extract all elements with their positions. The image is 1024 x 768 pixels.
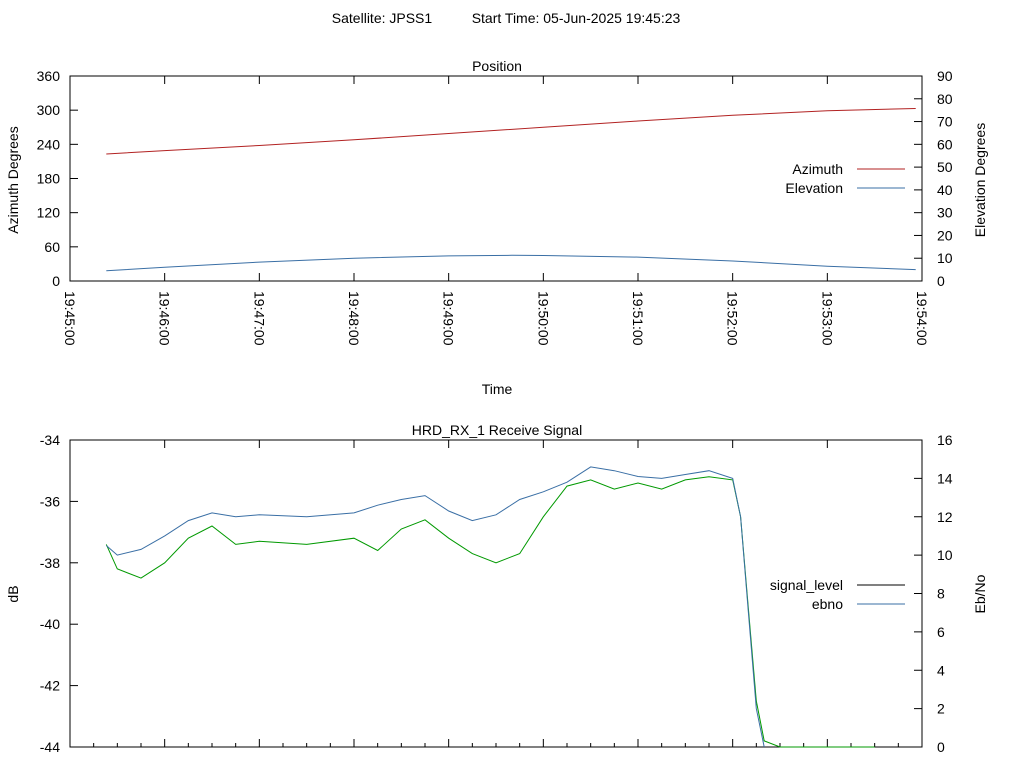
series-line-signal-level (105, 476, 875, 748)
y2-tick-label: 90 (937, 68, 953, 84)
series-line-ebno (105, 466, 765, 748)
y-tick-label: -34 (40, 432, 60, 448)
header: Satellite: JPSS1 Start Time: 05-Jun-2025… (332, 10, 681, 26)
legend-label-signal-level: signal_level (770, 577, 843, 593)
x-tick-label: 19:48:00 (346, 291, 362, 346)
signal-series (105, 466, 875, 748)
x-tick-label: 19:51:00 (630, 291, 646, 346)
y2-tick-label: 4 (937, 662, 945, 678)
signal-chart-title: HRD_RX_1 Receive Signal (412, 422, 582, 438)
y-tick-label: -44 (40, 739, 60, 755)
y2-tick-label: 8 (937, 586, 945, 602)
signal-legend: signal_level ebno (770, 577, 905, 612)
legend-label-azimuth: Azimuth (792, 161, 843, 177)
db-axis-label: dB (5, 585, 21, 602)
position-series (106, 108, 916, 272)
position-chart-title: Position (472, 58, 522, 74)
y2-tick-label: 70 (937, 114, 953, 130)
signal-time-ticks (69, 440, 923, 747)
x-tick-label: 19:53:00 (819, 291, 835, 346)
x-tick-label: 19:45:00 (62, 291, 78, 346)
y2-tick-label: 30 (937, 205, 953, 221)
y-tick-label: 120 (37, 205, 61, 221)
elevation-ticks: 0 10 20 30 40 50 60 70 80 90 (914, 68, 953, 289)
y2-tick-label: 10 (937, 250, 953, 266)
y-tick-label: 300 (37, 102, 61, 118)
azimuth-ticks: 0 60 120 180 240 300 360 (37, 68, 78, 289)
y2-tick-label: 10 (937, 547, 953, 563)
y2-tick-label: 20 (937, 227, 953, 243)
y2-tick-label: 6 (937, 624, 945, 640)
azimuth-axis-label: Azimuth Degrees (5, 126, 21, 233)
y2-tick-label: 50 (937, 159, 953, 175)
start-time-label: Start Time: 05-Jun-2025 19:45:23 (472, 10, 681, 26)
x-tick-label: 19:54:00 (914, 291, 930, 346)
y2-tick-label: 12 (937, 509, 953, 525)
y-tick-label: -42 (40, 678, 60, 694)
time-axis-label: Time (482, 381, 513, 397)
y2-tick-label: 2 (937, 701, 945, 717)
legend-label-elevation: Elevation (785, 180, 843, 196)
y-tick-label: 0 (52, 273, 60, 289)
ebno-ticks: 0 2 4 6 8 10 12 14 16 (914, 432, 953, 755)
position-chart: Position Azimuth Degrees Elevation Degre… (5, 58, 988, 397)
position-legend: Azimuth Elevation (785, 161, 905, 196)
signal-chart: HRD_RX_1 Receive Signal dB Eb/No -34-36-… (5, 422, 988, 755)
elevation-axis-label: Elevation Degrees (972, 123, 988, 237)
y2-tick-label: 14 (937, 470, 953, 486)
y-tick-label: -36 (40, 493, 60, 509)
y-tick-label: 60 (44, 239, 60, 255)
x-tick-label: 19:46:00 (157, 291, 173, 346)
y2-tick-label: 60 (937, 136, 953, 152)
legend-label-ebno: ebno (812, 596, 843, 612)
series-line-elevation (106, 254, 916, 272)
satellite-label: Satellite: JPSS1 (332, 10, 433, 26)
y-tick-label: 240 (37, 136, 61, 152)
ebno-axis-label: Eb/No (972, 574, 988, 613)
series-line-azimuth (106, 108, 916, 155)
y-tick-label: 360 (37, 68, 61, 84)
y2-tick-label: 16 (937, 432, 953, 448)
x-tick-label: 19:47:00 (251, 291, 267, 346)
position-plot-frame (69, 75, 923, 282)
x-tick-label: 19:50:00 (535, 291, 551, 346)
y2-tick-label: 40 (937, 182, 953, 198)
y2-tick-label: 0 (937, 273, 945, 289)
y-tick-label: -38 (40, 555, 60, 571)
signal-plot-frame (69, 439, 923, 748)
y-tick-label: -40 (40, 616, 60, 632)
y2-tick-label: 80 (937, 91, 953, 107)
y-tick-label: 180 (37, 171, 61, 187)
x-tick-label: 19:49:00 (441, 291, 457, 346)
time-ticks: 19:45:00 19:46:00 19:47:00 19:48:00 19:49:00… (62, 76, 930, 346)
y2-tick-label: 0 (937, 739, 945, 755)
db-ticks: -34 -36 -38 -40 -42 -44 (40, 432, 78, 755)
x-tick-label: 19:52:00 (725, 291, 741, 346)
